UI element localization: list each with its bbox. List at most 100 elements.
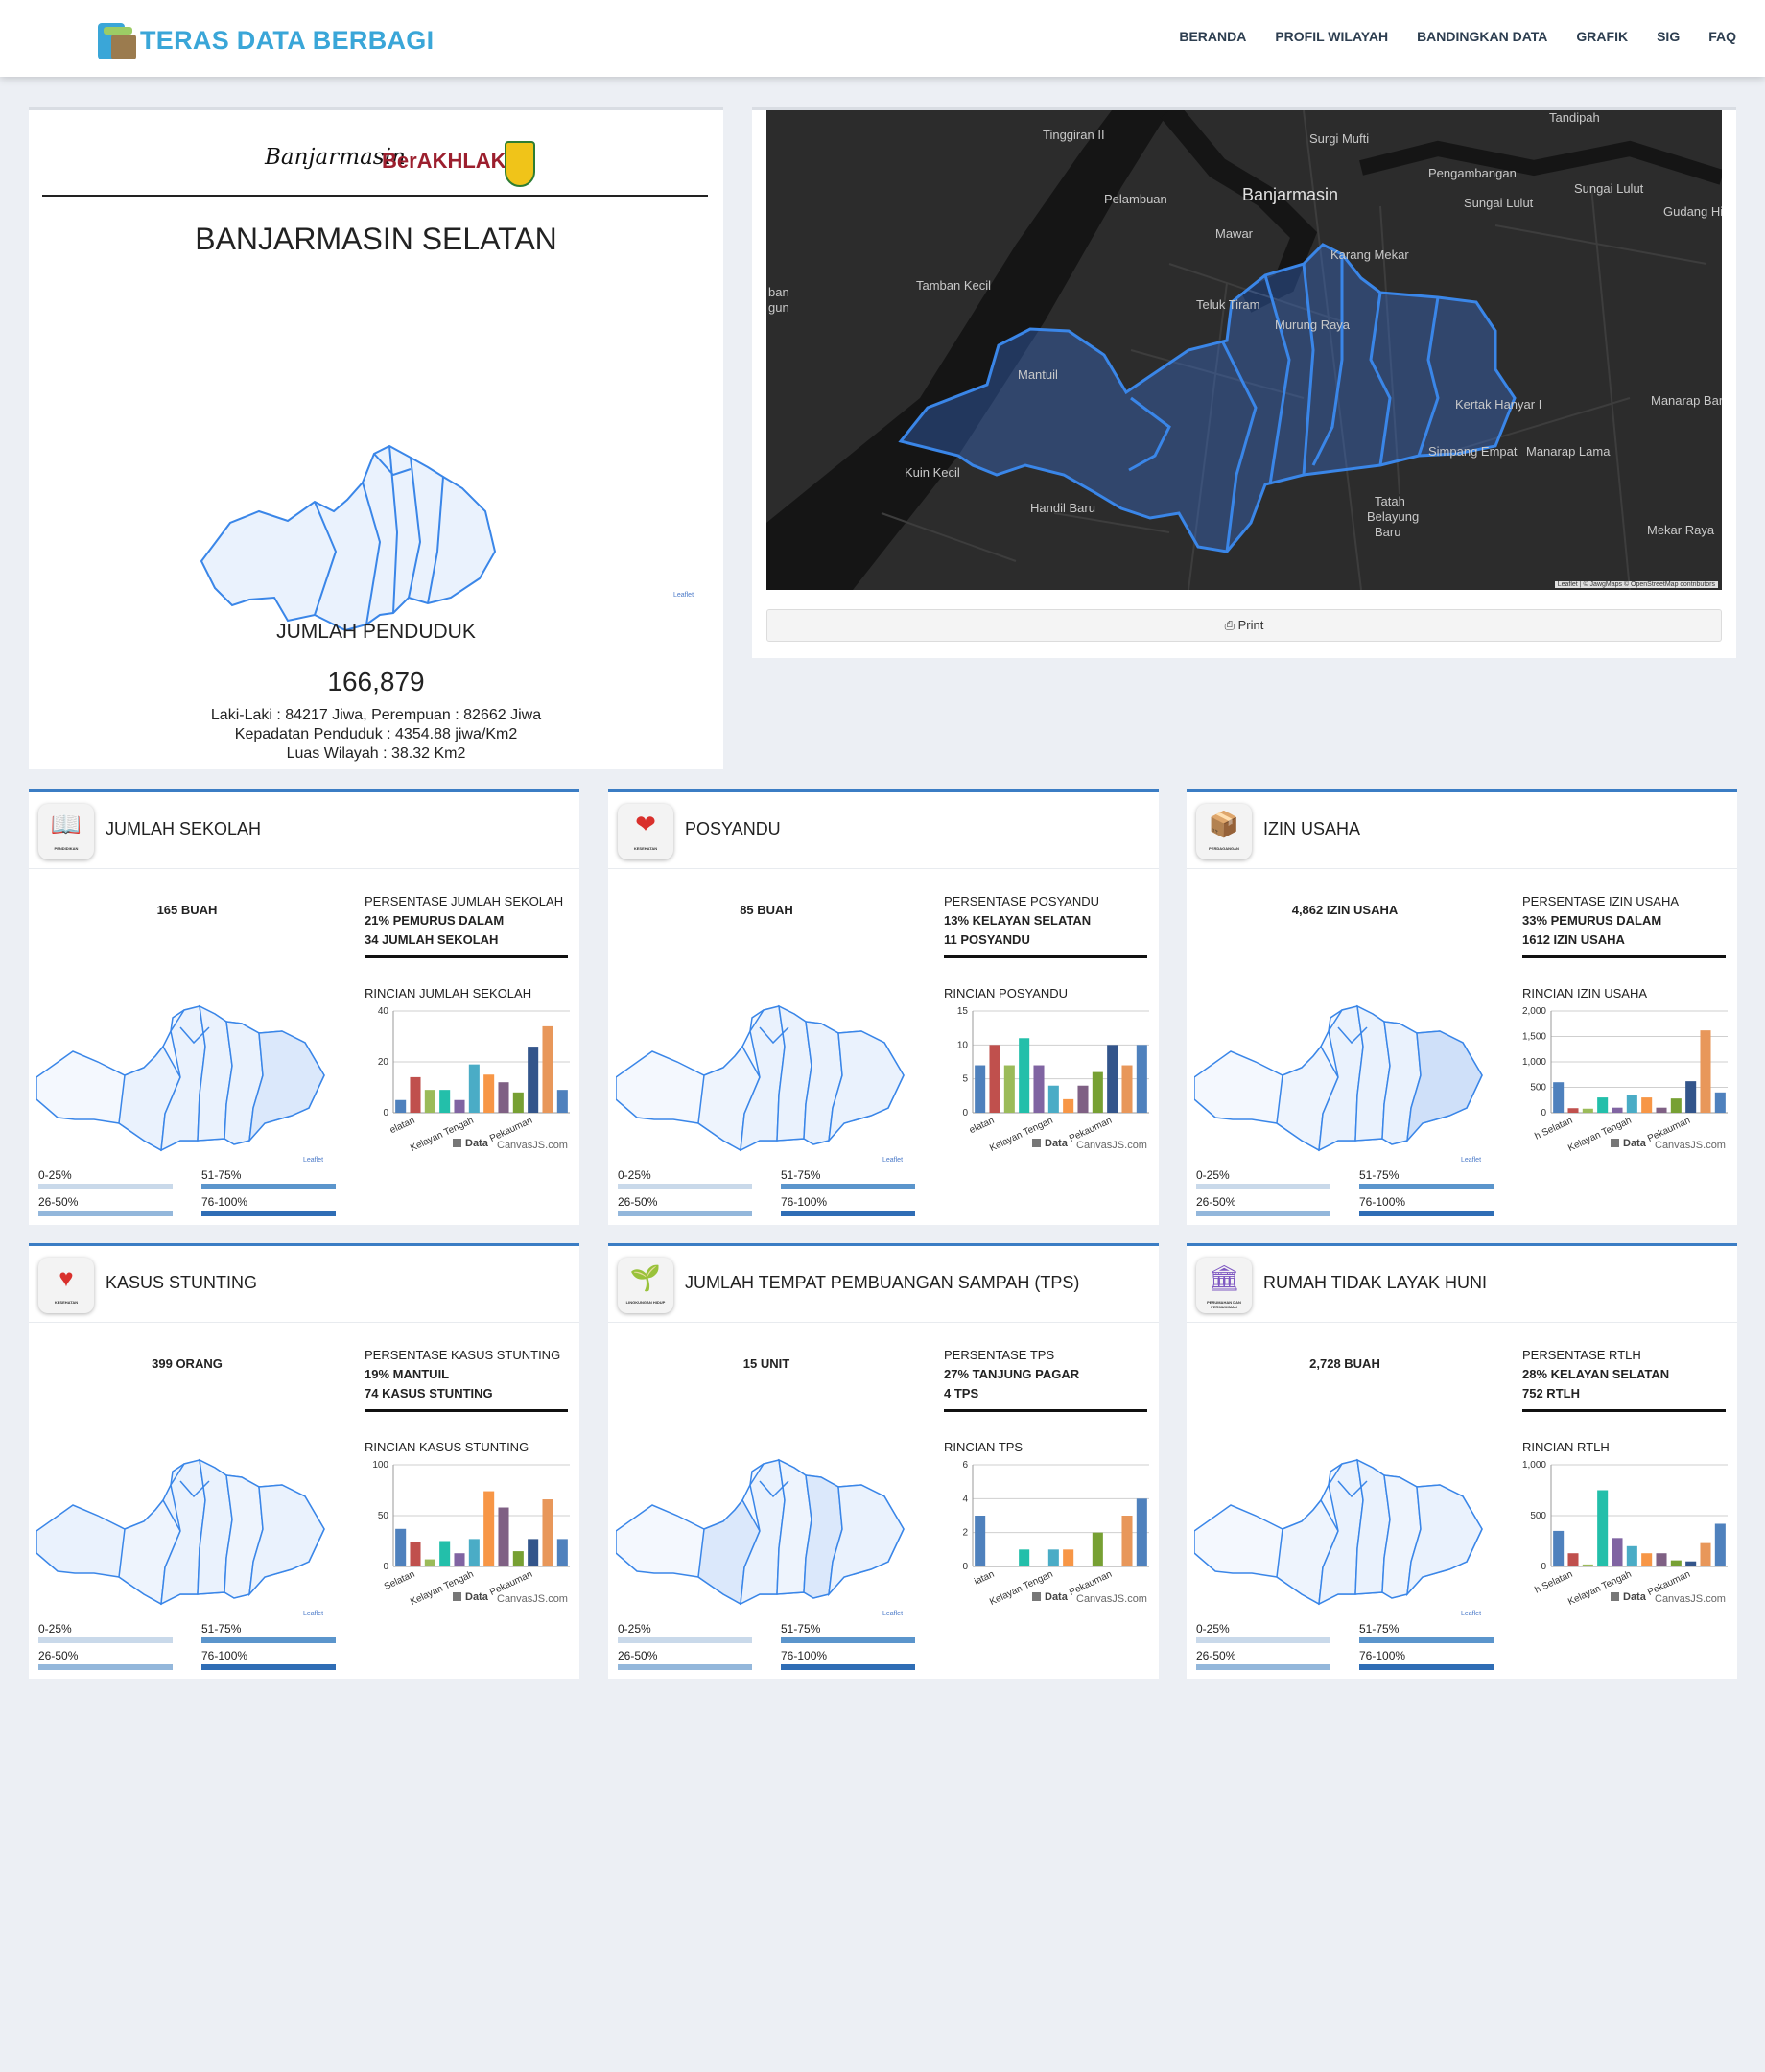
canvasjs-credit[interactable]: CanvasJS.com — [1655, 1140, 1726, 1151]
chart-legend[interactable]: Data — [453, 1138, 488, 1149]
chart-legend[interactable]: Data — [1611, 1591, 1646, 1603]
chart-bar[interactable] — [989, 1045, 1000, 1113]
nav-grafik[interactable]: GRAFIK — [1576, 29, 1629, 44]
chart-bar[interactable] — [1047, 1549, 1059, 1566]
chart-bar[interactable] — [483, 1074, 495, 1113]
chart-bar[interactable] — [468, 1064, 480, 1113]
chart-bar[interactable] — [424, 1559, 435, 1566]
chart-bar[interactable] — [1047, 1085, 1059, 1113]
chart-bar[interactable] — [975, 1065, 986, 1113]
chart-bar[interactable] — [1567, 1553, 1579, 1566]
chart-bar[interactable] — [1136, 1045, 1147, 1113]
chart-bar[interactable] — [1003, 1065, 1015, 1113]
chart-bar[interactable] — [556, 1090, 568, 1113]
chart-bar[interactable] — [424, 1090, 435, 1113]
chart-bar[interactable] — [1597, 1490, 1609, 1567]
chart-bar[interactable] — [528, 1047, 539, 1113]
chart-bar[interactable] — [1670, 1098, 1682, 1113]
nav-profil-wilayah[interactable]: PROFIL WILAYAH — [1275, 29, 1389, 44]
chart-bar[interactable] — [1612, 1538, 1623, 1566]
chart-bar[interactable] — [512, 1551, 524, 1566]
chart-bar[interactable] — [1121, 1516, 1133, 1566]
choropleth-map[interactable] — [616, 1443, 913, 1606]
leaflet-attribution[interactable]: Leaflet — [303, 1611, 324, 1617]
chart-bar[interactable] — [498, 1507, 509, 1566]
chart-bar[interactable] — [439, 1090, 451, 1113]
choropleth-map[interactable] — [1194, 989, 1492, 1152]
leaflet-attribution[interactable]: Leaflet — [882, 1611, 904, 1617]
chart-bar[interactable] — [542, 1025, 553, 1113]
chart-bar[interactable] — [483, 1491, 495, 1566]
canvasjs-credit[interactable]: CanvasJS.com — [1076, 1593, 1147, 1605]
chart-bar[interactable] — [1107, 1045, 1118, 1113]
chart-bar[interactable] — [468, 1539, 480, 1566]
chart-bar[interactable] — [410, 1076, 421, 1113]
chart-bar[interactable] — [512, 1092, 524, 1113]
chart-bar[interactable] — [395, 1099, 407, 1113]
canvasjs-credit[interactable]: CanvasJS.com — [497, 1140, 568, 1151]
chart-bar[interactable] — [1077, 1085, 1089, 1113]
interactive-map[interactable]: Tinggiran II Surgi Mufti Tandipah Pengam… — [766, 110, 1722, 590]
nav-beranda[interactable]: BERANDA — [1179, 29, 1247, 44]
chart-bar[interactable] — [1582, 1108, 1593, 1113]
chart-bar[interactable] — [454, 1099, 465, 1113]
chart-bar[interactable] — [528, 1539, 539, 1566]
chart-legend[interactable]: Data — [1611, 1138, 1646, 1149]
chart-bar[interactable] — [1597, 1097, 1609, 1113]
canvasjs-credit[interactable]: CanvasJS.com — [1076, 1140, 1147, 1151]
chart-bar[interactable] — [1700, 1030, 1711, 1113]
chart-bar[interactable] — [1714, 1523, 1726, 1566]
chart-bar[interactable] — [1567, 1108, 1579, 1113]
chart-bar[interactable] — [1019, 1549, 1030, 1566]
chart-bar[interactable] — [1063, 1549, 1074, 1566]
chart-bar[interactable] — [1641, 1553, 1653, 1566]
region-outline-map[interactable] — [192, 369, 537, 657]
chart-bar[interactable] — [1612, 1107, 1623, 1113]
canvasjs-credit[interactable]: CanvasJS.com — [1655, 1593, 1726, 1605]
chart-bar[interactable] — [1582, 1564, 1593, 1566]
chart-bar[interactable] — [1641, 1097, 1653, 1113]
leaflet-attribution[interactable]: Leaflet — [1461, 1611, 1482, 1617]
chart-legend[interactable]: Data — [1032, 1591, 1068, 1603]
chart-bar[interactable] — [410, 1542, 421, 1566]
chart-bar[interactable] — [1656, 1553, 1667, 1566]
chart-bar[interactable] — [1092, 1071, 1103, 1113]
choropleth-map[interactable] — [36, 1443, 334, 1606]
chart-legend[interactable]: Data — [453, 1591, 488, 1603]
chart-bar[interactable] — [1656, 1107, 1667, 1113]
chart-bar[interactable] — [1063, 1098, 1074, 1113]
chart-bar[interactable] — [454, 1553, 465, 1566]
map-attribution[interactable]: Leaflet | © JawgMaps © OpenStreetMap con… — [1554, 581, 1718, 588]
chart-bar[interactable] — [1714, 1092, 1726, 1113]
chart-bar[interactable] — [1700, 1542, 1711, 1566]
chart-bar[interactable] — [395, 1528, 407, 1566]
chart-bar[interactable] — [1019, 1038, 1030, 1113]
chart-bar[interactable] — [1121, 1065, 1133, 1113]
chart-legend[interactable]: Data — [1032, 1138, 1068, 1149]
leaflet-attribution[interactable]: Leaflet — [303, 1157, 324, 1164]
chart-bar[interactable] — [1685, 1561, 1697, 1566]
chart-bar[interactable] — [1626, 1545, 1637, 1566]
chart-bar[interactable] — [1136, 1498, 1147, 1566]
print-button[interactable]: ⎙ Print — [766, 609, 1722, 642]
chart-bar[interactable] — [1626, 1095, 1637, 1113]
chart-bar[interactable] — [439, 1541, 451, 1567]
brand-link[interactable]: TERAS DATA BERBAGI — [94, 19, 434, 61]
choropleth-map[interactable] — [1194, 1443, 1492, 1606]
chart-bar[interactable] — [975, 1516, 986, 1566]
leaflet-attribution[interactable]: Leaflet — [673, 592, 694, 599]
chart-bar[interactable] — [556, 1539, 568, 1566]
choropleth-map[interactable] — [616, 989, 913, 1152]
choropleth-map[interactable] — [36, 989, 334, 1152]
chart-bar[interactable] — [498, 1082, 509, 1113]
nav-faq[interactable]: FAQ — [1708, 29, 1736, 44]
canvasjs-credit[interactable]: CanvasJS.com — [497, 1593, 568, 1605]
leaflet-attribution[interactable]: Leaflet — [1461, 1157, 1482, 1164]
nav-sig[interactable]: SIG — [1657, 29, 1681, 44]
leaflet-attribution[interactable]: Leaflet — [882, 1157, 904, 1164]
